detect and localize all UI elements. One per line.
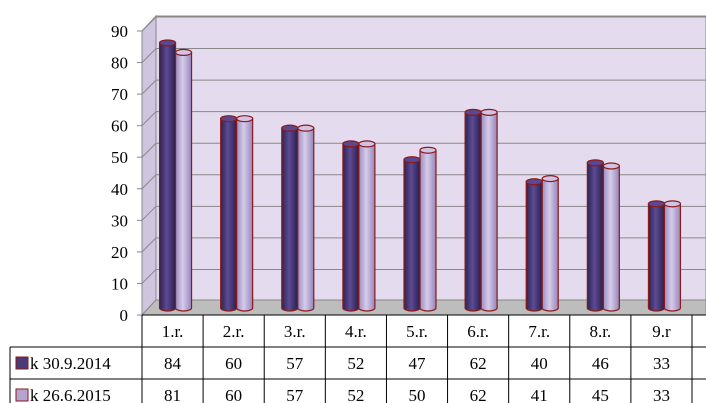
data-value: 62: [470, 386, 487, 403]
gridline: [141, 79, 706, 95]
bar: [158, 39, 177, 312]
y-tick-label: 50: [111, 148, 128, 167]
data-value: 62: [470, 354, 487, 373]
bar: [358, 140, 376, 312]
legend-swatch: [15, 388, 29, 402]
data-value: 84: [164, 354, 182, 373]
bar: [403, 156, 421, 312]
gridline: [141, 268, 706, 284]
bar: [174, 48, 193, 312]
bar: [220, 115, 238, 312]
data-value: 47: [409, 354, 427, 373]
bar: [480, 108, 498, 312]
data-value: 81: [164, 386, 181, 403]
bar: [236, 115, 254, 312]
bar: [541, 175, 559, 312]
category-label: 5.r.: [406, 322, 428, 341]
bar: [647, 200, 666, 312]
gridline: [141, 111, 706, 127]
data-value: 60: [225, 354, 242, 373]
data-value: 57: [286, 354, 304, 373]
category-label: 8.r.: [589, 322, 611, 341]
gridline: [141, 205, 706, 221]
data-value: 52: [347, 386, 364, 403]
legend-swatch: [15, 356, 29, 370]
bar: [419, 146, 437, 312]
y-tick-label: 0: [120, 306, 129, 325]
data-value: 60: [225, 386, 242, 403]
bar: [342, 140, 360, 312]
y-tick-label: 40: [111, 180, 128, 199]
y-tick-label: 60: [111, 117, 128, 136]
bar: [663, 200, 682, 312]
y-tick-label: 20: [111, 243, 128, 262]
y-tick-label: 80: [111, 54, 128, 73]
data-value: 45: [592, 386, 609, 403]
category-label: 6.r.: [467, 322, 489, 341]
gridlines: [141, 16, 706, 284]
bar: [525, 178, 543, 312]
gridline: [141, 48, 706, 63]
bar: [297, 124, 315, 312]
data-value: 33: [653, 354, 670, 373]
data-value: 40: [531, 354, 548, 373]
bar: [586, 159, 604, 312]
y-tick-label: 90: [111, 22, 128, 41]
category-label: 7.r.: [528, 322, 550, 341]
legend-label: k 26.6.2015: [30, 386, 111, 403]
data-value: 41: [531, 386, 548, 403]
y-tick-label: 70: [111, 85, 128, 104]
bar: [602, 162, 620, 312]
data-value: 52: [347, 354, 364, 373]
data-table: 1.r. 2.r. 3.r. 4.r. 5.r. 6.r. 7.r. 8.r. 9.r k 30.…: [9, 314, 706, 403]
category-label: 3.r.: [284, 322, 306, 341]
category-label: 1.r.: [162, 322, 184, 341]
data-value: 50: [409, 386, 426, 403]
gridline: [141, 142, 706, 158]
gridline: [141, 16, 706, 32]
data-value: 46: [592, 354, 609, 373]
bar: [281, 124, 299, 312]
y-tick-label: 30: [111, 211, 128, 230]
bars: [158, 39, 682, 312]
gridline: [141, 237, 706, 253]
y-axis-ticks: 0 10 20 30 40 50 60 70 80 90: [111, 22, 142, 325]
category-label: 2.r.: [223, 322, 245, 341]
category-label: 9.r: [652, 322, 671, 341]
bar: [464, 108, 482, 312]
y-tick-label: 10: [111, 274, 128, 293]
gridline: [141, 174, 706, 190]
data-value: 33: [653, 386, 670, 403]
legend-label: k 30.9.2014: [30, 354, 111, 373]
data-value: 57: [286, 386, 304, 403]
category-label: 4.r.: [345, 322, 367, 341]
